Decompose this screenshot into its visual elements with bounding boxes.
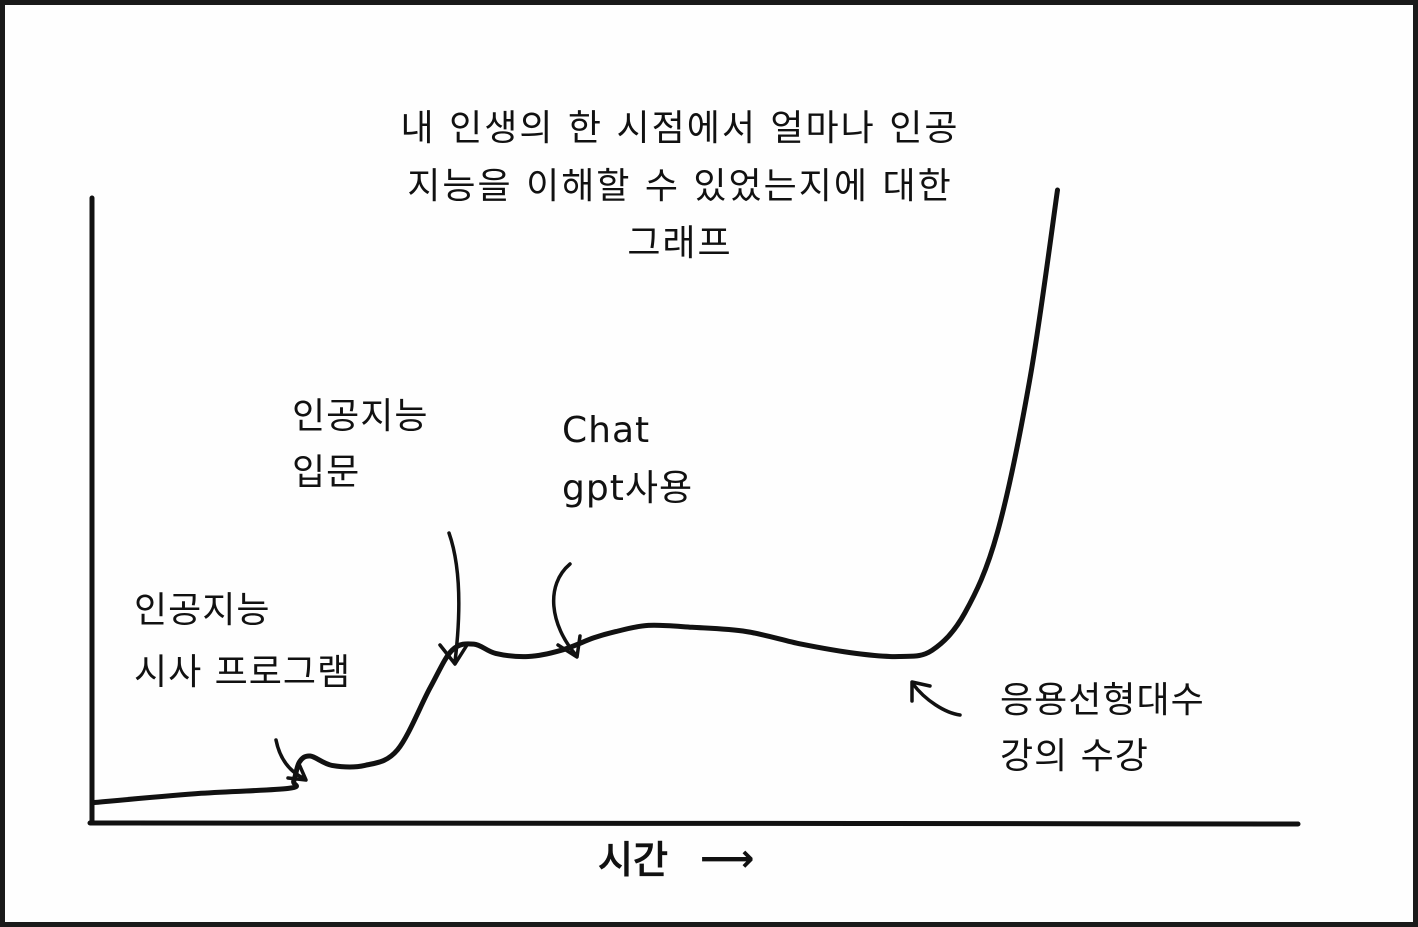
annotation-ai-intro: 인공지능 입문 xyxy=(292,396,469,666)
chart-title-line-1: 내 인생의 한 시점에서 얼마나 인공 xyxy=(401,108,960,149)
x-axis-label: 시간 ⟶ xyxy=(598,836,754,882)
y-axis xyxy=(89,195,95,826)
x-axis xyxy=(87,820,1301,827)
annotation-linear-algebra-line-2: 강의 수강 xyxy=(1000,736,1149,777)
annotation-linear-algebra-arrow xyxy=(911,682,962,717)
annotation-chatgpt-arrowhead xyxy=(556,634,582,659)
annotation-ai-intro-arrowhead xyxy=(438,643,469,666)
annotation-linear-algebra-line-1: 응용선형대수 xyxy=(1000,680,1205,721)
annotation-ai-tv-program: 인공지능 시사 프로그램 xyxy=(134,590,351,782)
chart-title-line-3: 그래프 xyxy=(627,223,732,264)
x-axis-label-text: 시간 xyxy=(598,838,668,882)
x-axis-arrow: ⟶ xyxy=(700,836,754,880)
series-line xyxy=(89,187,1060,806)
annotation-linear-algebra: 응용선형대수 강의 수강 xyxy=(910,680,1205,777)
annotation-ai-intro-line-1: 인공지능 xyxy=(292,396,428,437)
annotation-ai-intro-line-2: 입문 xyxy=(292,452,360,493)
annotation-chatgpt-arrow xyxy=(551,562,578,657)
annotation-chatgpt: Chat gpt사용 xyxy=(551,410,693,659)
annotation-ai-tv-program-line-2: 시사 프로그램 xyxy=(134,652,351,693)
annotation-chatgpt-line-1: Chat xyxy=(562,410,650,451)
annotation-ai-intro-arrow xyxy=(447,531,461,664)
annotation-linear-algebra-arrowhead xyxy=(910,680,932,703)
annotation-ai-tv-program-line-1: 인공지능 xyxy=(134,590,270,631)
chart-title-line-2: 지능을 이해할 수 있었는지에 대한 xyxy=(407,166,952,207)
annotation-ai-tv-program-arrowhead xyxy=(286,762,308,782)
annotation-ai-tv-program-arrow xyxy=(274,738,307,781)
chart-title: 내 인생의 한 시점에서 얼마나 인공 지능을 이해할 수 있었는지에 대한 그… xyxy=(401,108,960,264)
annotation-chatgpt-line-2: gpt사용 xyxy=(562,468,693,509)
